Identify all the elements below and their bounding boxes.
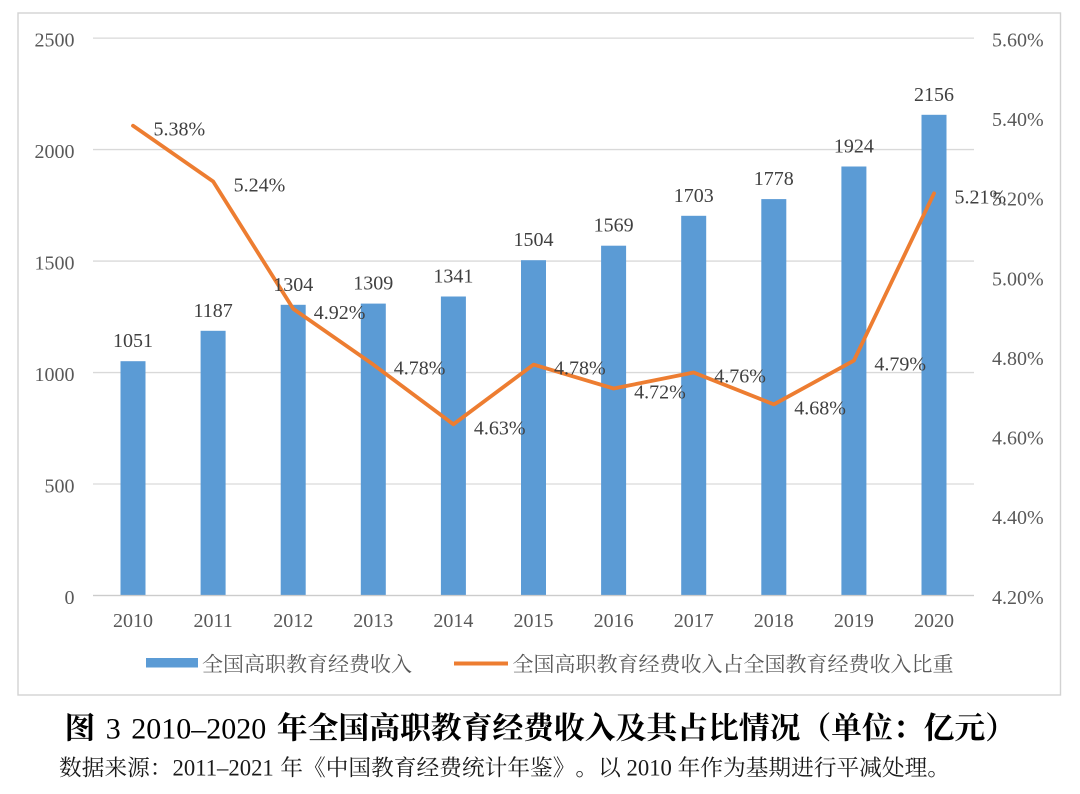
svg-text:2012: 2012 — [273, 610, 313, 632]
svg-text:2016: 2016 — [594, 610, 634, 632]
svg-text:1341: 1341 — [433, 266, 473, 288]
svg-text:2010: 2010 — [627, 756, 672, 781]
svg-text:5.20%: 5.20% — [992, 189, 1044, 211]
svg-text:2020: 2020 — [914, 610, 954, 632]
svg-text:2011–2021: 2011–2021 — [173, 756, 274, 781]
svg-text:2014: 2014 — [433, 610, 473, 632]
svg-text:2019: 2019 — [834, 610, 874, 632]
svg-text:5.40%: 5.40% — [992, 109, 1044, 131]
svg-text:5.38%: 5.38% — [154, 119, 206, 141]
svg-text:5.60%: 5.60% — [992, 29, 1044, 51]
svg-text:2010–2020: 2010–2020 — [131, 713, 266, 746]
svg-text:1304: 1304 — [273, 274, 313, 296]
svg-text:2018: 2018 — [754, 610, 794, 632]
svg-text:0: 0 — [65, 587, 75, 609]
svg-text:1569: 1569 — [594, 215, 634, 237]
svg-text:4.60%: 4.60% — [992, 428, 1044, 450]
svg-text:2500: 2500 — [35, 29, 75, 51]
svg-text:4.68%: 4.68% — [794, 397, 846, 419]
svg-text:4.80%: 4.80% — [992, 348, 1044, 370]
svg-text:1187: 1187 — [193, 300, 232, 322]
svg-text:500: 500 — [45, 475, 75, 497]
svg-text:5.24%: 5.24% — [234, 174, 286, 196]
svg-text:2156: 2156 — [914, 84, 954, 106]
svg-text:1500: 1500 — [35, 252, 75, 274]
svg-text:3: 3 — [106, 713, 121, 746]
svg-text:4.72%: 4.72% — [634, 382, 686, 404]
svg-text:4.79%: 4.79% — [874, 354, 926, 376]
svg-text:2015: 2015 — [514, 610, 554, 632]
svg-text:4.92%: 4.92% — [314, 302, 366, 324]
svg-text:4.63%: 4.63% — [474, 417, 526, 439]
svg-text:5.21%: 5.21% — [955, 186, 1007, 208]
svg-text:4.78%: 4.78% — [554, 358, 606, 380]
svg-text:1703: 1703 — [674, 185, 714, 207]
svg-text:2017: 2017 — [674, 610, 714, 632]
svg-text:4.20%: 4.20% — [992, 587, 1044, 609]
svg-text:5.00%: 5.00% — [992, 268, 1044, 290]
svg-text:1051: 1051 — [113, 330, 153, 352]
svg-text:1778: 1778 — [754, 168, 794, 190]
svg-text:4.76%: 4.76% — [714, 366, 766, 388]
svg-text:2000: 2000 — [35, 141, 75, 163]
svg-text:4.40%: 4.40% — [992, 507, 1044, 529]
svg-text:1504: 1504 — [514, 229, 554, 251]
svg-text:1924: 1924 — [834, 136, 874, 158]
svg-text:4.78%: 4.78% — [394, 358, 446, 380]
svg-text:2013: 2013 — [353, 610, 393, 632]
svg-text:2010: 2010 — [113, 610, 153, 632]
svg-text:1309: 1309 — [353, 273, 393, 295]
svg-text:2011: 2011 — [193, 610, 232, 632]
svg-text:1000: 1000 — [35, 364, 75, 386]
